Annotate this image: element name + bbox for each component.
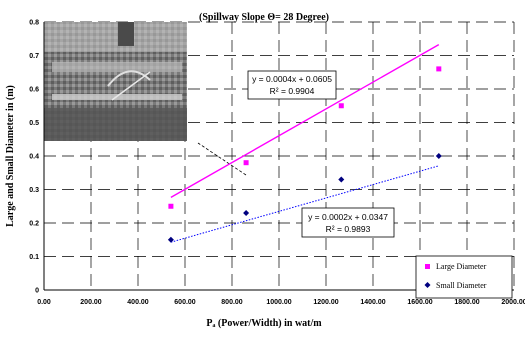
- trendline-large: [170, 44, 440, 198]
- y-tick-label: 0.7: [29, 53, 39, 60]
- x-tick-label: 0.00: [37, 299, 51, 306]
- x-tick-label: 1800.00: [454, 299, 479, 306]
- legend-marker-small: [424, 282, 431, 288]
- point-large-diameter: [338, 103, 344, 109]
- legend-label-small: Small Diameter: [436, 281, 487, 290]
- y-tick-label: 0.6: [29, 87, 39, 94]
- y-tick-label: 0: [35, 288, 39, 295]
- chart-title: (Spillway Slope Θ= 28 Degree): [199, 12, 329, 23]
- legend-label-large: Large Diameter: [436, 262, 487, 271]
- x-axis-title: Pₐ (Power/Width) in wat/m: [206, 318, 322, 329]
- y-tick-label: 0.3: [29, 187, 39, 194]
- x-tick-labels: 0.00 200.00 400.00 600.00 800.00 1000.00 1200.…: [37, 299, 525, 306]
- y-tick-labels: 0 0.1 0.2 0.3 0.4 0.5 0.6 0.7 0.8: [29, 20, 39, 295]
- x-tick-label: 1200.00: [313, 299, 338, 306]
- x-tick-label: 1400.00: [360, 299, 385, 306]
- r2-small: R² = 0.9893: [326, 224, 371, 234]
- point-large-diameter: [436, 66, 442, 72]
- x-tick-label: 400.00: [127, 299, 149, 306]
- point-large-diameter: [168, 203, 174, 209]
- data-points: [167, 66, 442, 243]
- legend: Large Diameter Small Diameter: [415, 255, 513, 299]
- y-tick-label: 0.2: [29, 221, 39, 228]
- x-tick-label: 1000.00: [266, 299, 291, 306]
- point-small-diameter: [167, 236, 174, 243]
- y-tick-label: 0.4: [29, 154, 39, 161]
- x-tick-label: 600.00: [174, 299, 196, 306]
- equation-large: y = 0.0004x + 0.0605: [252, 74, 332, 84]
- equation-box-small: y = 0.0002x + 0.0347 R² = 0.9893: [301, 207, 395, 238]
- trendlines: [170, 44, 440, 243]
- point-large-diameter: [243, 160, 249, 166]
- r2-large: R² = 0.9904: [270, 86, 315, 96]
- point-small-diameter: [338, 176, 345, 183]
- equation-small: y = 0.0002x + 0.0347: [308, 212, 388, 222]
- grid: [44, 21, 515, 290]
- y-axis-title: Large and Small Diameter in (m): [5, 85, 16, 227]
- y-tick-label: 0.1: [29, 254, 39, 261]
- x-tick-label: 2000.00: [501, 299, 525, 306]
- y-tick-label: 0.8: [29, 20, 39, 27]
- equation-box-large: y = 0.0004x + 0.0605 R² = 0.9904: [247, 70, 337, 100]
- legend-marker-large: [425, 264, 430, 269]
- trendline-small: [170, 165, 439, 243]
- inset-photo: [44, 22, 187, 141]
- y-tick-label: 0.5: [29, 120, 39, 127]
- x-tick-label: 800.00: [221, 299, 243, 306]
- x-tick-label: 1600.00: [407, 299, 432, 306]
- x-tick-label: 200.00: [80, 299, 102, 306]
- point-small-diameter: [435, 153, 442, 159]
- point-small-diameter: [243, 209, 250, 216]
